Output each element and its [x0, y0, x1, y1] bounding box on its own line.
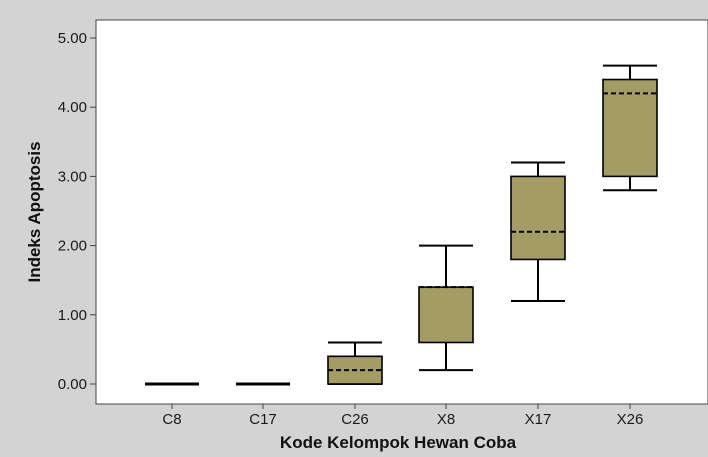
box-iqr	[602, 78, 658, 178]
x-tick-label: C26	[341, 411, 369, 428]
x-axis-title: Kode Kelompok Hewan Coba	[280, 433, 517, 452]
box-iqr	[418, 286, 474, 344]
y-tick-label: 5.00	[58, 30, 87, 47]
y-tick-label: 1.00	[58, 307, 87, 324]
y-tick-label: 2.00	[58, 238, 87, 255]
y-axis-title: Indeks Apoptosis	[25, 141, 44, 282]
x-tick-label: C8	[162, 411, 181, 428]
box-x26	[602, 64, 658, 192]
y-tick-label: 4.00	[58, 99, 87, 116]
x-axis: C8 C17 C26 X8 X17 X26	[96, 403, 708, 428]
x-tick-label: X17	[525, 411, 552, 428]
y-tick-label: 3.00	[58, 168, 87, 185]
box-series	[145, 64, 658, 386]
y-tick-label: 0.00	[58, 376, 87, 393]
x-tick-label: C17	[249, 411, 277, 428]
box-c26	[327, 341, 383, 385]
y-axis: 0.00 1.00 2.00 3.00 4.00 5.00	[58, 20, 97, 404]
x-tick-label: X26	[617, 411, 644, 428]
box-x8	[418, 244, 474, 372]
plot-area	[95, 19, 708, 405]
x-tick-label: X8	[437, 411, 455, 428]
box-x17	[510, 161, 566, 302]
box-iqr	[510, 175, 566, 261]
